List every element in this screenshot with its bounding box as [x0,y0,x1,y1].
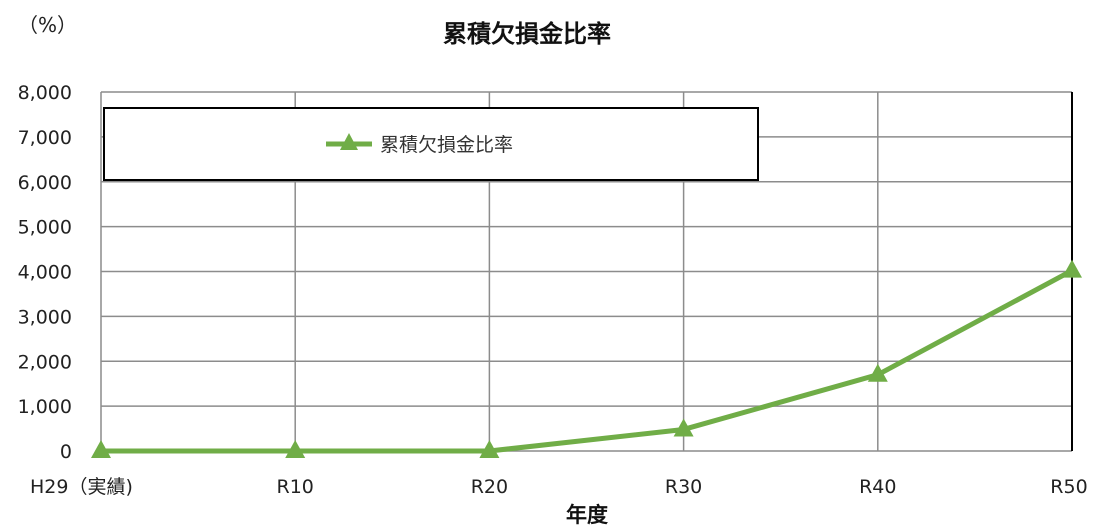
x-tick-label: R40 [859,476,896,498]
legend-triangle-marker [340,133,358,150]
x-tick-label: R50 [1050,476,1087,498]
y-tick-label: 8,000 [18,82,72,104]
chart-title: 累積欠損金比率 [443,20,611,48]
data-point-marker [285,440,306,458]
y-tick-label: 6,000 [18,172,72,194]
x-axis-title: 年度 [566,503,608,526]
y-tick-label: 3,000 [18,306,72,328]
legend-box [103,107,759,181]
y-tick-label: 0 [60,441,72,463]
x-tick-label: H29（実績) [30,476,133,498]
y-tick-label: 5,000 [18,217,72,239]
data-point-marker [673,418,694,437]
y-unit-label: （%） [18,13,77,37]
series-layer [91,259,1082,458]
y-tick-label: 7,000 [18,127,72,149]
data-point-marker [479,440,500,458]
data-point-marker [91,440,111,458]
y-tick-label: 2,000 [18,351,72,373]
series-line [98,268,1075,454]
legend-series-label: 累積欠損金比率 [380,134,513,156]
data-point-marker [867,363,888,382]
data-point-marker [1062,259,1082,278]
x-tick-label: R30 [665,476,702,498]
y-tick-label: 4,000 [18,262,72,284]
x-tick-label: R20 [471,476,508,498]
x-axis-ticks: H29（実績) R10 R20 R30 R40 R50 [30,476,1088,498]
y-axis-ticks: 0 1,000 2,000 3,000 4,000 5,000 6,000 7,000 8,00… [18,82,72,463]
y-tick-label: 1,000 [18,396,72,418]
legend: 累積欠損金比率 [103,107,759,181]
x-tick-label: R10 [277,476,314,498]
